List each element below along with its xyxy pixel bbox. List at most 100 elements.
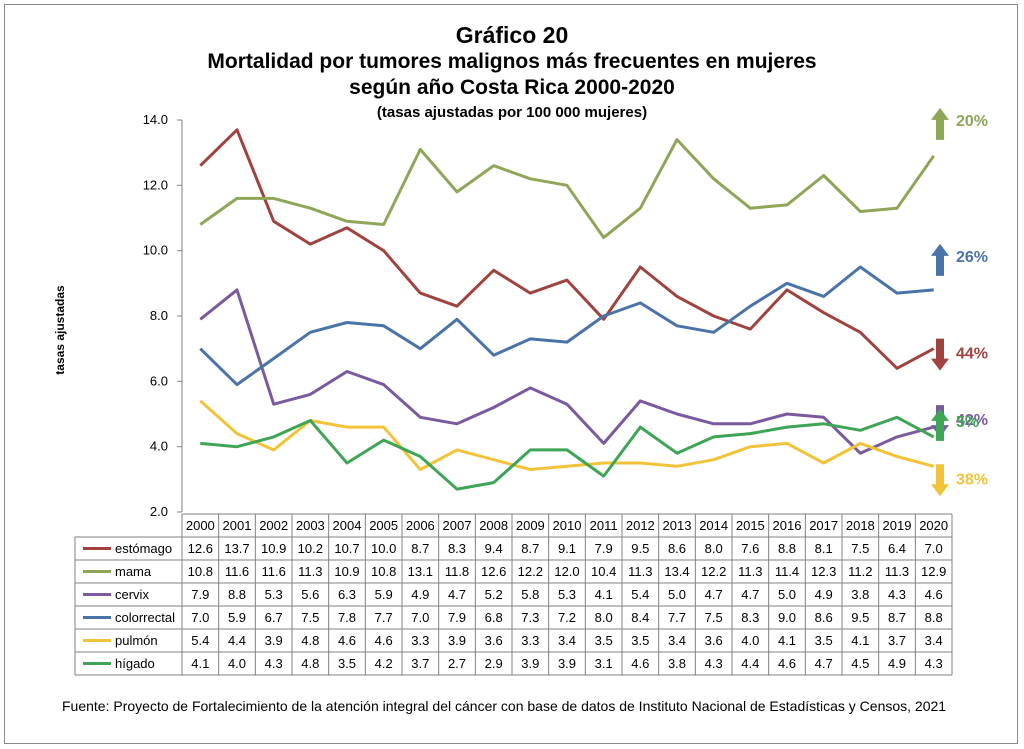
x-tick-label: 2019 <box>883 518 912 533</box>
data-cell: 4.7 <box>815 656 833 671</box>
data-cell: 4.3 <box>265 656 283 671</box>
data-cell: 4.3 <box>925 656 943 671</box>
data-cell: 4.3 <box>888 587 906 602</box>
data-cell: 7.5 <box>301 610 319 625</box>
data-cell: 10.7 <box>334 541 359 556</box>
change-label-cervix: 42% <box>956 412 988 429</box>
data-cell: 12.2 <box>701 564 726 579</box>
y-tick-label: 2.0 <box>150 504 168 519</box>
data-cell: 11.3 <box>738 564 762 579</box>
data-cell: 3.3 <box>521 633 539 648</box>
arrow-down-pulmón <box>931 464 949 497</box>
data-cell: 3.9 <box>558 656 576 671</box>
data-cell: 9.4 <box>485 541 503 556</box>
data-cell: 10.0 <box>371 541 396 556</box>
x-tick-label: 2011 <box>590 518 618 533</box>
chart-title: Gráfico 20 <box>455 22 569 48</box>
data-cell: 10.9 <box>261 541 286 556</box>
data-cell: 3.8 <box>851 587 869 602</box>
chart-frame <box>4 4 1018 744</box>
y-tick-label: 4.0 <box>150 439 168 454</box>
x-tick-label: 2003 <box>296 518 325 533</box>
data-cell: 4.6 <box>375 633 393 648</box>
data-cell: 12.3 <box>811 564 836 579</box>
series-line-estómago <box>199 128 935 370</box>
data-cell: 9.5 <box>851 610 869 625</box>
data-cell: 10.9 <box>334 564 359 579</box>
series-line-pulmón <box>199 399 935 471</box>
data-cell: 8.7 <box>888 610 906 625</box>
data-cell: 5.3 <box>558 587 576 602</box>
data-cell: 3.9 <box>265 633 283 648</box>
data-cell: 13.7 <box>224 541 249 556</box>
data-cell: 7.2 <box>558 610 576 625</box>
x-tick-label: 2014 <box>699 518 728 533</box>
data-cell: 7.3 <box>521 610 539 625</box>
data-cell: 2.9 <box>485 656 503 671</box>
arrow-up-colorrectal <box>931 243 949 276</box>
x-tick-label: 2002 <box>259 518 288 533</box>
data-cell: 3.5 <box>815 633 833 648</box>
legend-label: cervix <box>115 587 149 602</box>
data-cell: 4.6 <box>778 656 796 671</box>
x-tick-label: 2006 <box>406 518 435 533</box>
x-tick-label: 2000 <box>186 518 215 533</box>
data-cell: 5.6 <box>301 587 319 602</box>
data-cell: 13.4 <box>664 564 689 579</box>
data-cell: 7.0 <box>411 610 429 625</box>
data-cell: 4.9 <box>815 587 833 602</box>
data-cell: 4.4 <box>741 656 759 671</box>
x-tick-label: 2012 <box>626 518 655 533</box>
arrow-up-mama <box>931 107 949 140</box>
data-cell: 7.9 <box>448 610 466 625</box>
data-cell: 11.4 <box>775 564 799 579</box>
data-cell: 4.1 <box>778 633 796 648</box>
chart-subtitle-2: según año Costa Rica 2000-2020 <box>349 76 675 99</box>
data-cell: 10.8 <box>188 564 213 579</box>
data-cell: 5.9 <box>375 587 393 602</box>
data-cell: 4.1 <box>851 633 869 648</box>
series-line-mama <box>199 138 935 240</box>
data-cell: 7.0 <box>925 541 943 556</box>
data-cell: 3.7 <box>888 633 906 648</box>
data-cell: 8.0 <box>595 610 613 625</box>
data-cell: 12.6 <box>481 564 506 579</box>
data-cell: 3.5 <box>631 633 649 648</box>
data-cell: 8.6 <box>815 610 833 625</box>
data-cell: 11.3 <box>298 564 322 579</box>
y-tick-label: 6.0 <box>150 373 168 388</box>
data-cell: 5.4 <box>631 587 649 602</box>
data-cell: 4.7 <box>741 587 759 602</box>
data-cell: 7.0 <box>191 610 209 625</box>
chart-subtitle-3: (tasas ajustadas por 100 000 mujeres) <box>376 104 648 121</box>
data-cell: 4.4 <box>228 633 246 648</box>
data-cell: 6.8 <box>485 610 503 625</box>
x-tick-label: 2001 <box>223 518 252 533</box>
x-tick-label: 2018 <box>846 518 875 533</box>
source-note: Fuente: Proyecto de Fortalecimiento de l… <box>62 698 947 714</box>
data-cell: 8.8 <box>925 610 943 625</box>
x-tick-label: 2013 <box>663 518 692 533</box>
data-cell: 7.8 <box>338 610 356 625</box>
data-cell: 4.7 <box>448 587 466 602</box>
data-cell: 3.8 <box>668 656 686 671</box>
data-cell: 3.5 <box>595 633 613 648</box>
data-cell: 13.1 <box>408 564 433 579</box>
data-cell: 8.7 <box>521 541 539 556</box>
data-cell: 11.3 <box>885 564 909 579</box>
data-cell: 7.5 <box>705 610 723 625</box>
data-cell: 4.6 <box>925 587 943 602</box>
data-cell: 10.4 <box>591 564 616 579</box>
data-cell: 10.8 <box>371 564 396 579</box>
data-cell: 3.9 <box>521 656 539 671</box>
data-cell: 3.9 <box>448 633 466 648</box>
legend-label: mama <box>115 564 152 579</box>
data-cell: 8.8 <box>228 587 246 602</box>
data-cell: 7.9 <box>191 587 209 602</box>
x-tick-label: 2010 <box>553 518 582 533</box>
data-cell: 10.2 <box>298 541 323 556</box>
data-cell: 11.8 <box>445 564 469 579</box>
data-cell: 4.7 <box>705 587 723 602</box>
data-cell: 8.0 <box>705 541 723 556</box>
